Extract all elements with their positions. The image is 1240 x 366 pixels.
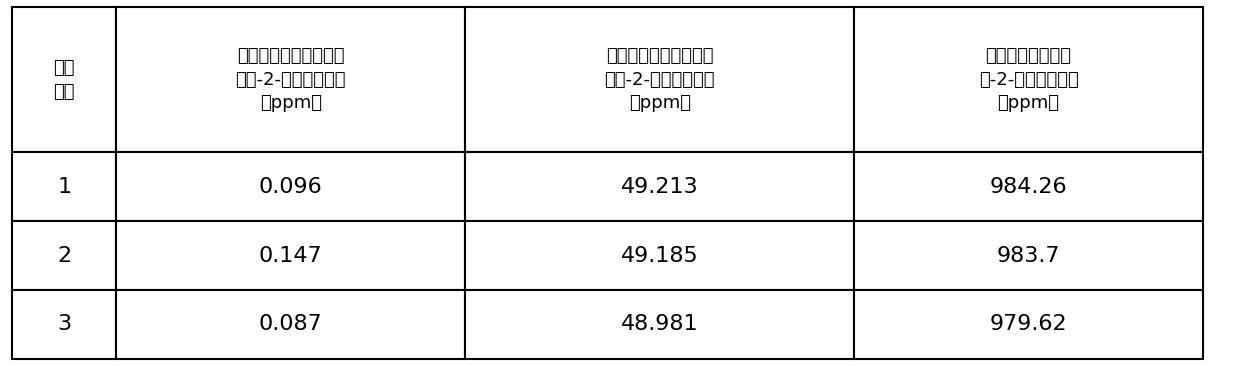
Text: 3: 3: [57, 314, 71, 334]
Bar: [12, 153, 117, 221]
Bar: [117, 221, 465, 290]
Text: 983.7: 983.7: [997, 246, 1060, 266]
Bar: [465, 153, 854, 221]
Bar: [465, 7, 854, 153]
Bar: [12, 221, 117, 290]
Text: 48.981: 48.981: [621, 314, 698, 334]
Text: 样品
编号: 样品 编号: [53, 59, 74, 101]
Text: 984.26: 984.26: [990, 177, 1068, 197]
Bar: [854, 290, 1203, 359]
Text: 0.096: 0.096: [259, 177, 322, 197]
Text: 49.213: 49.213: [621, 177, 698, 197]
Bar: [117, 290, 465, 359]
Bar: [465, 290, 854, 359]
Bar: [12, 290, 117, 359]
Text: 1: 1: [57, 177, 71, 197]
Text: 0.147: 0.147: [259, 246, 322, 266]
Text: 原样聚苯乙烯丙烯
酸-2-乙基已酯浓度
（ppm）: 原样聚苯乙烯丙烯 酸-2-乙基已酯浓度 （ppm）: [978, 47, 1079, 112]
Bar: [854, 153, 1203, 221]
Text: 2: 2: [57, 246, 71, 266]
Text: 979.62: 979.62: [990, 314, 1068, 334]
Bar: [854, 7, 1203, 153]
Text: 49.185: 49.185: [621, 246, 698, 266]
Text: 0.087: 0.087: [259, 314, 322, 334]
Bar: [117, 7, 465, 153]
Text: 空白原油中聚苯乙烯丙
烯酸-2-乙基已酯浓度
（ppm）: 空白原油中聚苯乙烯丙 烯酸-2-乙基已酯浓度 （ppm）: [236, 47, 346, 112]
Bar: [854, 221, 1203, 290]
Bar: [117, 153, 465, 221]
Text: 稀释后样品聚苯乙烯丙
烯酸-2-乙基已酯浓度
（ppm）: 稀释后样品聚苯乙烯丙 烯酸-2-乙基已酯浓度 （ppm）: [604, 47, 715, 112]
Bar: [465, 221, 854, 290]
Bar: [12, 7, 117, 153]
